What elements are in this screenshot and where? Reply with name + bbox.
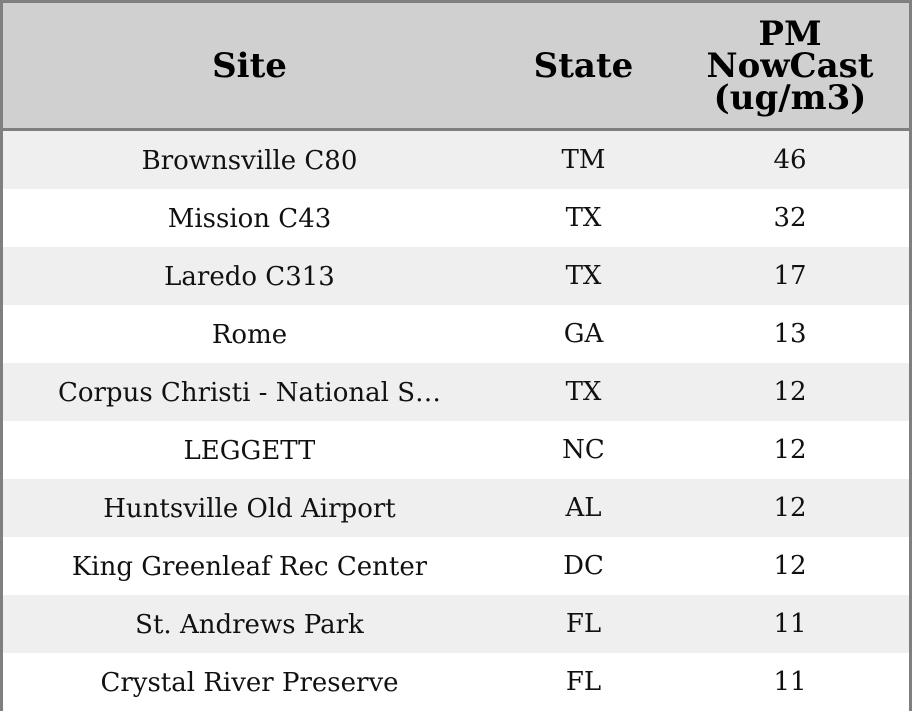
column-header-pm-line-1: PM xyxy=(758,13,822,54)
table-row: LEGGETT NC 12 xyxy=(3,421,909,479)
cell-site: Corpus Christi - National S… xyxy=(3,363,496,421)
cell-pm-nowcast: 17 xyxy=(671,247,909,305)
cell-site: LEGGETT xyxy=(3,421,496,479)
table-row: Corpus Christi - National S… TX 12 xyxy=(3,363,909,421)
cell-state: TX xyxy=(496,189,671,247)
cell-site: St. Andrews Park xyxy=(3,595,496,653)
pm-nowcast-table: Site State PM NowCast (ug/m3) Brownsvill… xyxy=(3,3,909,711)
cell-site: King Greenleaf Rec Center xyxy=(3,537,496,595)
cell-state: GA xyxy=(496,305,671,363)
cell-state: FL xyxy=(496,653,671,711)
table-row: King Greenleaf Rec Center DC 12 xyxy=(3,537,909,595)
cell-state: DC xyxy=(496,537,671,595)
site-name: St. Andrews Park xyxy=(135,609,364,640)
cell-site: Laredo C313 xyxy=(3,247,496,305)
table-row: Brownsville C80 TM 46 xyxy=(3,129,909,189)
site-name: Crystal River Preserve xyxy=(100,667,399,698)
table-row: St. Andrews Park FL 11 xyxy=(3,595,909,653)
site-name: Brownsville C80 xyxy=(141,145,358,176)
column-header-state: State xyxy=(496,3,671,131)
site-name: Rome xyxy=(211,319,288,350)
table-row: Crystal River Preserve FL 11 xyxy=(3,653,909,711)
site-name: LEGGETT xyxy=(183,435,316,466)
cell-state: FL xyxy=(496,595,671,653)
cell-pm-nowcast: 12 xyxy=(671,479,909,537)
cell-pm-nowcast: 11 xyxy=(671,653,909,711)
cell-site: Rome xyxy=(3,305,496,363)
column-header-pm-line-3: (ug/m3) xyxy=(713,77,867,118)
table-row: Mission C43 TX 32 xyxy=(3,189,909,247)
cell-state: TX xyxy=(496,363,671,421)
cell-pm-nowcast: 32 xyxy=(671,189,909,247)
site-name: Corpus Christi - National S… xyxy=(57,377,442,408)
column-header-pm-line-2: NowCast xyxy=(706,45,874,86)
cell-pm-nowcast: 12 xyxy=(671,421,909,479)
column-header-pm-nowcast: PM NowCast (ug/m3) xyxy=(671,3,909,131)
header-row: Site State PM NowCast (ug/m3) xyxy=(3,3,909,131)
cell-site: Huntsville Old Airport xyxy=(3,479,496,537)
cell-site: Mission C43 xyxy=(3,189,496,247)
site-name: King Greenleaf Rec Center xyxy=(71,551,428,582)
column-header-site: Site xyxy=(3,3,496,131)
cell-pm-nowcast: 12 xyxy=(671,537,909,595)
cell-site: Brownsville C80 xyxy=(3,129,496,189)
cell-site: Crystal River Preserve xyxy=(3,653,496,711)
table-body: Brownsville C80 TM 46 Mission C43 TX 32 Laredo… xyxy=(3,129,909,711)
site-name: Laredo C313 xyxy=(164,261,335,292)
site-name: Mission C43 xyxy=(167,203,332,234)
site-name: Huntsville Old Airport xyxy=(103,493,396,524)
table-row: Laredo C313 TX 17 xyxy=(3,247,909,305)
cell-state: TM xyxy=(496,129,671,189)
table-row: Rome GA 13 xyxy=(3,305,909,363)
cell-pm-nowcast: 11 xyxy=(671,595,909,653)
cell-state: NC xyxy=(496,421,671,479)
cell-state: AL xyxy=(496,479,671,537)
cell-state: TX xyxy=(496,247,671,305)
cell-pm-nowcast: 12 xyxy=(671,363,909,421)
table-row: Huntsville Old Airport AL 12 xyxy=(3,479,909,537)
cell-pm-nowcast: 13 xyxy=(671,305,909,363)
table-header: Site State PM NowCast (ug/m3) xyxy=(3,3,909,131)
cell-pm-nowcast: 46 xyxy=(671,129,909,189)
